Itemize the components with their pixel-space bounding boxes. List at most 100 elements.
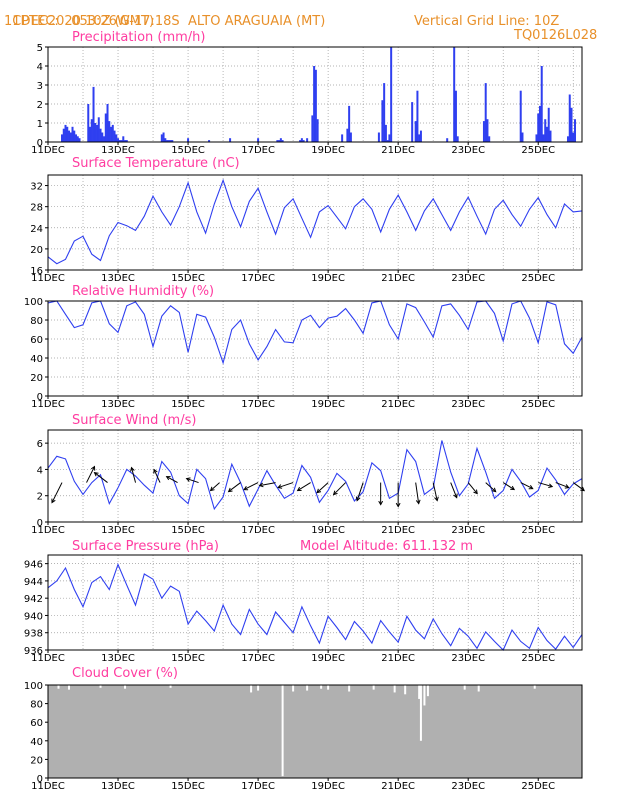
x-tick-label: 15DEC (171, 525, 205, 536)
precip-bar (570, 107, 573, 142)
cloud-cover-dip (327, 685, 330, 690)
wind-arrowhead (564, 484, 570, 489)
header-source-line: CPTEC: 053:26W-17:18S ALTO ARAGUAIA (MT) (4, 1, 325, 29)
x-tick-label: 15DEC (171, 273, 205, 284)
x-tick-label: 21DEC (381, 781, 415, 792)
y-tick-label: 20 (30, 245, 43, 256)
x-tick-label: 23DEC (451, 145, 485, 156)
precip-bar (549, 130, 552, 142)
precip-bar (540, 66, 543, 142)
x-tick-label: 23DEC (451, 399, 485, 410)
cloud-cover-dip (418, 685, 421, 699)
y-tick-label: 936 (24, 646, 43, 657)
precip-bar (572, 132, 575, 142)
wind-arrowhead (548, 483, 554, 488)
precip-bar (300, 138, 303, 142)
cloud-cover-dip (372, 685, 375, 690)
y-tick-label: 40 (30, 354, 43, 365)
precip-bar (384, 124, 387, 142)
precip-bar (276, 140, 279, 142)
wind-arrowhead (227, 487, 233, 493)
y-tick-label: 100 (24, 297, 43, 308)
precip-bar (544, 119, 547, 142)
y-tick-label: 24 (30, 224, 43, 235)
wind-arrowhead (332, 490, 338, 496)
y-tick-label: 16 (30, 266, 43, 277)
precip-bar (454, 90, 457, 142)
panel-rh: Relative Humidity (%) 0 20 40 60 80 100 11DEC 13… (24, 284, 583, 410)
precip-bar (208, 140, 211, 142)
precip-bar (78, 138, 81, 142)
precip-bar (381, 100, 384, 142)
precip-bar (167, 140, 170, 142)
wind-arrow (502, 482, 515, 490)
y-tick-label: 0 (37, 518, 43, 529)
panel-wind: Surface Wind (m/s) 0 2 4 6 11DEC 13DEC 15DEC 17D… (31, 413, 586, 536)
cloud-cover-dip (426, 685, 429, 697)
x-tick-label: 11DEC (31, 145, 65, 156)
cloud-cover-dip (423, 685, 426, 706)
x-tick-label: 21DEC (381, 525, 415, 536)
x-tick-label: 17DEC (241, 273, 275, 284)
cloud-cover-dip (281, 685, 284, 777)
precip-bar (162, 132, 165, 142)
wind-arrow (555, 482, 569, 489)
cloud-cover-dip (463, 685, 466, 690)
panel-frame (47, 554, 583, 651)
precip-bar (61, 134, 64, 142)
precip-bar (538, 105, 541, 142)
wind-arrow (538, 482, 553, 488)
y-tick-label: 2 (37, 492, 43, 503)
wind-arrow (51, 482, 63, 503)
wind-arrowhead (130, 466, 135, 472)
cloud-cover-dip (393, 685, 396, 693)
x-tick-label: 17DEC (241, 145, 275, 156)
wind-arrow (186, 478, 199, 484)
precip-bar (90, 119, 93, 142)
precip-bar (535, 134, 538, 142)
precip-bar (187, 138, 190, 142)
x-tick-label: 23DEC (451, 273, 485, 284)
x-tick-label: 25DEC (521, 399, 555, 410)
precip-bar (414, 121, 417, 142)
x-tick-label: 19DEC (311, 273, 345, 284)
x-tick-label: 17DEC (241, 525, 275, 536)
y-tick-label: 40 (30, 737, 43, 748)
panel-title-wind: Surface Wind (m/s) (72, 413, 196, 428)
precip-bar (521, 132, 524, 142)
x-tick-label: 19DEC (311, 653, 345, 664)
y-tick-label: 1 (37, 119, 43, 130)
header-coords: 053:26W-17:18S (71, 14, 180, 29)
y-tick-label: 4 (37, 62, 43, 73)
precip-bar (446, 138, 449, 142)
wind-arrow (86, 466, 95, 483)
precip-bar (108, 121, 111, 142)
cloud-cover-dip (419, 685, 422, 741)
cloud-cover-dip (320, 685, 323, 689)
precip-bar (169, 140, 172, 142)
x-tick-label: 25DEC (521, 525, 555, 536)
precip-bar (484, 83, 487, 142)
series-line-temp (47, 178, 583, 265)
y-tick-label: 0 (37, 392, 43, 403)
wind-arrowhead (243, 486, 249, 491)
wind-arrowhead (378, 500, 384, 506)
precip-bar (568, 94, 571, 142)
x-tick-label: 13DEC (101, 653, 135, 664)
cloud-cover-dip (404, 685, 407, 695)
panel-frame (47, 300, 583, 397)
precip-bar (281, 140, 284, 142)
precip-bar (377, 132, 380, 142)
x-tick-label: 25DEC (521, 653, 555, 664)
precip-bar (519, 90, 522, 142)
panel-frame (47, 46, 583, 143)
wind-arrow (297, 482, 311, 491)
cloud-cover-dip (124, 685, 127, 689)
x-tick-label: 11DEC (31, 653, 65, 664)
precip-bar (306, 138, 309, 142)
cloud-cover-area (48, 685, 582, 778)
x-tick-label: 23DEC (451, 653, 485, 664)
wind-arrow (485, 482, 497, 492)
x-tick-label: 15DEC (171, 399, 205, 410)
precip-bar (89, 126, 92, 142)
